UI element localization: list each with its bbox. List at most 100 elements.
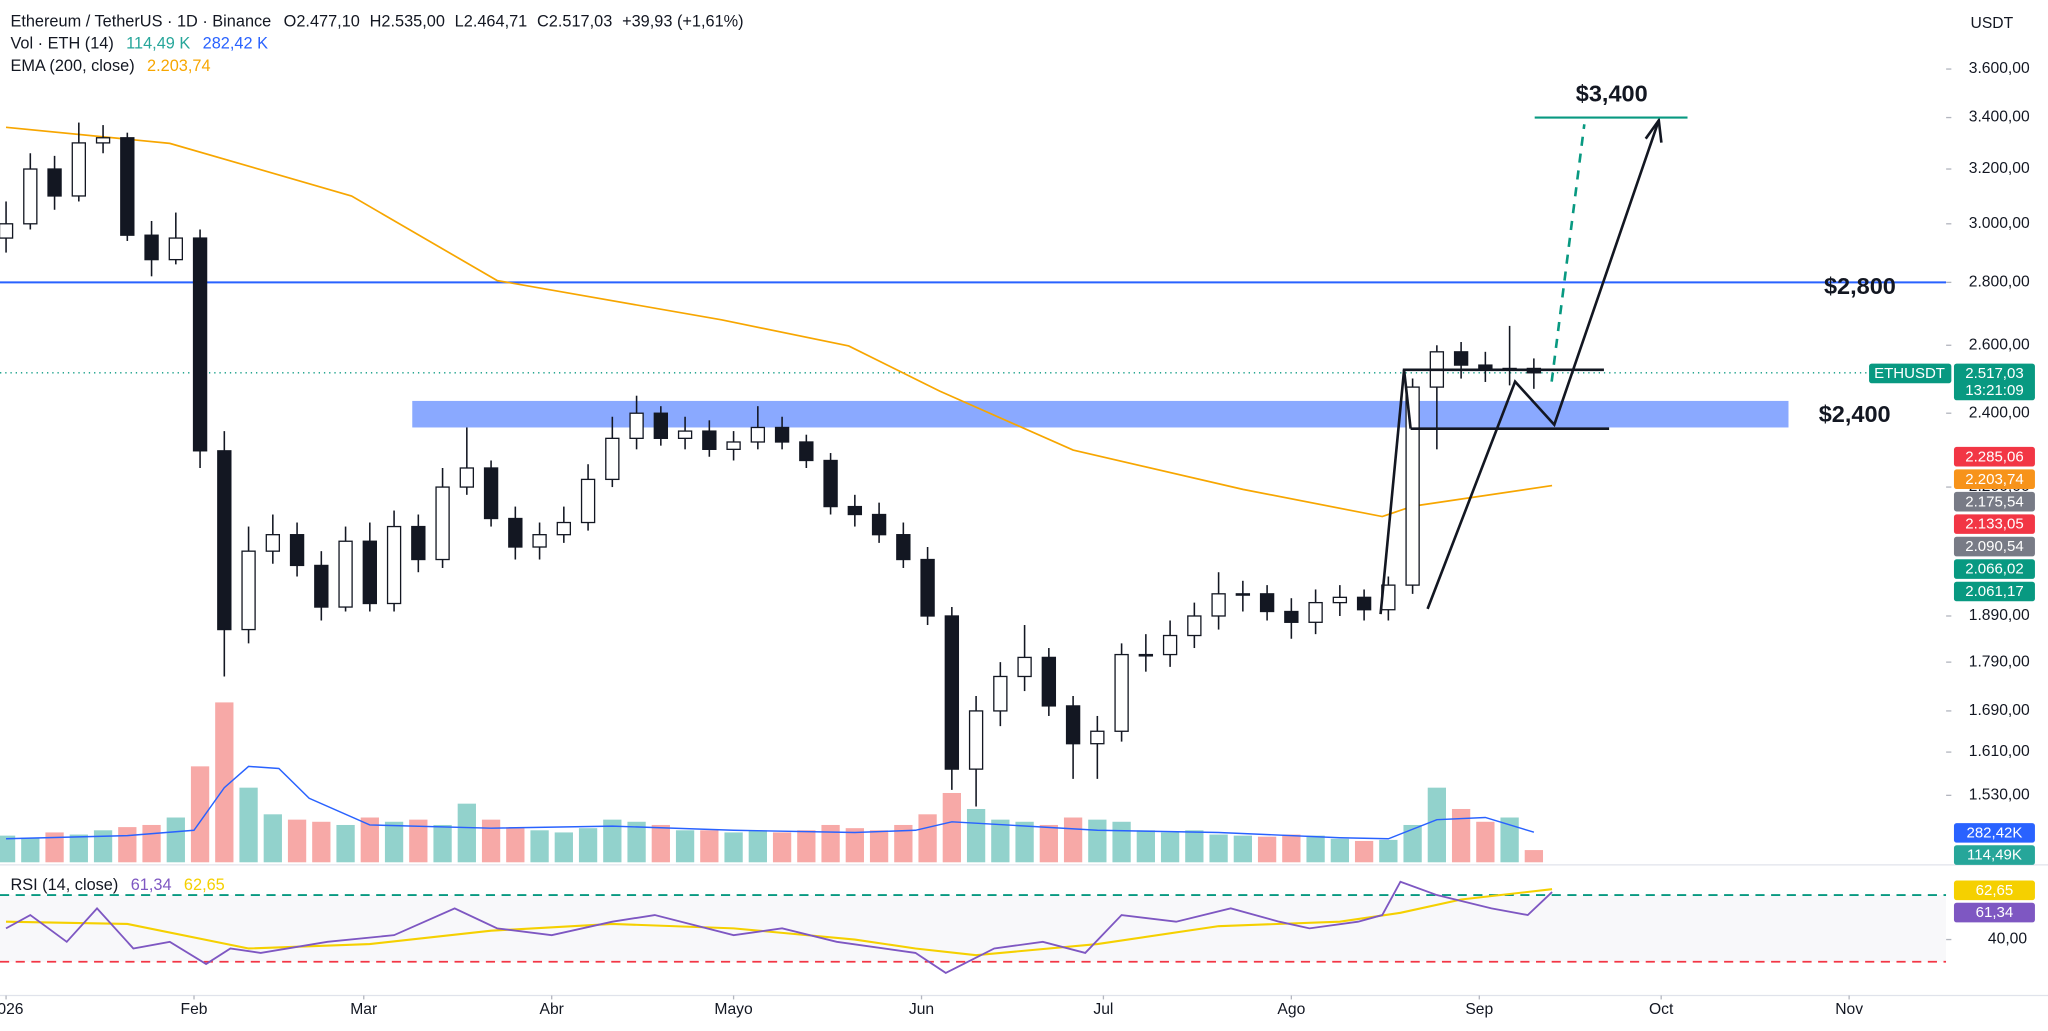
volume-bar — [1136, 830, 1155, 863]
volume-bar — [118, 827, 137, 863]
volume-bar — [312, 821, 331, 863]
candle-body — [483, 467, 499, 520]
volume-bar — [1282, 834, 1301, 863]
volume-bar — [966, 808, 986, 863]
volume-bar — [287, 819, 307, 863]
symbol-tag: ETHUSDT — [1874, 365, 1945, 382]
volume-bar — [1306, 835, 1325, 863]
y-tick-label: 1.530,00 — [1969, 786, 2030, 803]
volume-bar — [651, 824, 670, 863]
volume-bar — [239, 787, 258, 863]
level-label: $2,400 — [1819, 401, 1891, 427]
volume-bar — [942, 792, 961, 863]
candle-body — [1356, 596, 1372, 611]
volume-legend: Vol · ETH (14) 114,49 K 282,42 K — [10, 35, 268, 53]
back-layer — [0, 281, 1947, 963]
candle-body — [968, 710, 984, 770]
candle-body — [192, 237, 208, 452]
volume-bar — [845, 828, 864, 863]
candle-body — [847, 505, 863, 516]
candle-body — [1405, 386, 1420, 586]
y-tick-label: 2.600,00 — [1969, 336, 2030, 353]
candle-body — [944, 615, 960, 770]
symbol-tag-bg — [1869, 363, 1952, 384]
support-zone — [412, 400, 1789, 428]
candle-body — [1114, 653, 1129, 732]
candle-body — [920, 558, 935, 617]
candle-body — [95, 137, 111, 144]
volume-bar — [1112, 821, 1131, 863]
volume-bar — [1330, 838, 1349, 863]
rsi-band — [0, 895, 1947, 962]
volume-bar — [190, 766, 210, 863]
volume-bar — [554, 832, 573, 863]
volume-bar — [578, 828, 598, 863]
price-label-bg — [1953, 536, 2035, 557]
candle-body — [411, 525, 426, 561]
level-label: $2,800 — [1824, 273, 1896, 299]
volume-bar — [166, 817, 185, 863]
x-tick-label: Jul — [1093, 1001, 1113, 1018]
volume-bar — [481, 819, 501, 863]
axis-layer: 3.600,00 3.400,00 3.200,00 3.000,00 2.800,00… — [0, 60, 2035, 1018]
volume-ma-line — [5, 765, 1535, 840]
legend-value: 61,34 — [131, 876, 172, 894]
candle-body — [823, 459, 838, 508]
candle-body — [702, 430, 717, 450]
volume-bar — [433, 824, 452, 863]
header: Ethereum / TetherUS · 1D · Binance O2.47… — [10, 13, 743, 31]
volume-bar — [869, 830, 889, 863]
rsi-label-bg — [1953, 880, 2035, 901]
price-label: 2.090,54 — [1965, 538, 2023, 555]
price-label: 2.133,05 — [1965, 516, 2023, 533]
volume-bar — [1524, 850, 1544, 863]
volume-label: 282,42K — [1966, 825, 2022, 842]
x-tick-label: Feb — [181, 1001, 208, 1018]
ema-legend: EMA (200, close) 2.203,74 — [10, 57, 210, 75]
candle-body — [580, 478, 596, 524]
candle-body — [750, 426, 766, 443]
volume-bar — [724, 832, 743, 863]
candle-body — [726, 441, 741, 450]
candle-body — [47, 168, 62, 197]
candle-body — [168, 237, 184, 261]
volume-bar — [409, 819, 428, 863]
level-label: $3,400 — [1576, 81, 1648, 107]
price-label-bg — [1953, 469, 2035, 489]
volume-bar — [894, 824, 913, 863]
candle-body — [265, 534, 281, 552]
change: +39,93 (+1,61%) — [622, 13, 744, 31]
candle-body — [362, 540, 378, 605]
price-label: 2.285,06 — [1965, 448, 2023, 465]
price-label: 2.061,17 — [1965, 583, 2023, 600]
volume-bar — [1233, 835, 1252, 863]
candle-body — [23, 168, 38, 225]
candle-body — [1187, 615, 1202, 637]
arrow-head — [1644, 116, 1663, 143]
candle-body — [289, 534, 305, 567]
legend-label: EMA (200, close) — [10, 57, 134, 75]
ohlc: C2.517,03 — [537, 13, 612, 31]
candle-body — [1308, 601, 1323, 623]
candle-body — [241, 550, 256, 631]
y-tick-label: 3.400,00 — [1969, 109, 2030, 126]
volume-bar — [1354, 840, 1374, 863]
candle-body — [1259, 593, 1275, 613]
ohlc: H2.535,00 — [370, 13, 445, 31]
legend-value: 2.203,74 — [147, 57, 211, 75]
x-tick-label: Ago — [1277, 1001, 1305, 1018]
y-tick-label: 3.000,00 — [1969, 215, 2030, 232]
volume-bar — [530, 830, 549, 863]
y-tick-label: 1.610,00 — [1969, 743, 2030, 760]
candle-body — [1017, 656, 1032, 678]
candle-body — [1284, 610, 1299, 623]
price-tag: 2.517,03 — [1965, 365, 2023, 382]
candle-body — [0, 223, 14, 239]
legend-value: 114,49 K — [126, 35, 190, 53]
candle-body — [556, 521, 572, 536]
candle-body — [653, 412, 669, 439]
volume-bar — [1257, 836, 1277, 863]
volume-bar — [506, 827, 525, 863]
candle-body — [508, 517, 523, 548]
